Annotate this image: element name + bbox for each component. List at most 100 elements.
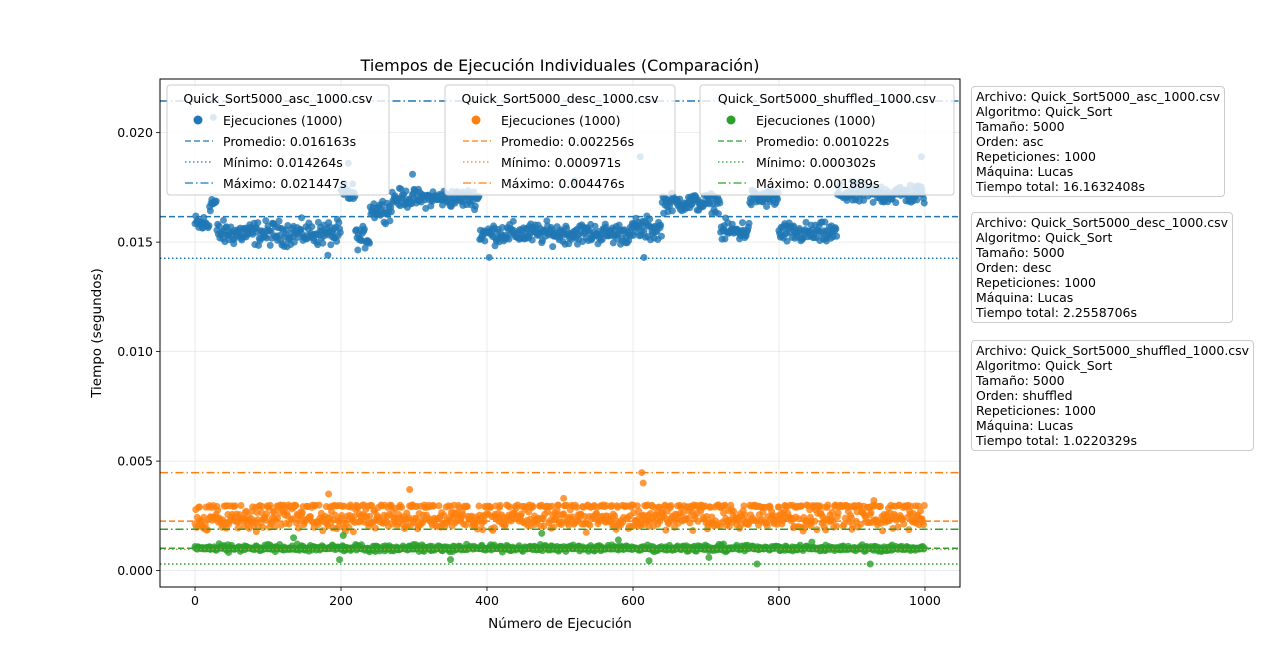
data-point: [308, 223, 316, 231]
data-point: [644, 501, 652, 509]
data-point: [266, 241, 274, 249]
data-point: [730, 507, 738, 515]
data-point: [721, 501, 729, 509]
legend-0: Quick_Sort5000_asc_1000.csv Ejecuciones (…: [166, 84, 390, 196]
data-point: [655, 503, 663, 511]
data-point: [639, 479, 647, 487]
data-point: [319, 239, 327, 247]
data-point: [763, 202, 771, 210]
data-point: [640, 227, 648, 235]
data-point: [386, 217, 394, 225]
data-point: [435, 502, 443, 510]
info-line: Tiempo total: 1.0220329s: [976, 433, 1138, 448]
data-point: [263, 510, 271, 518]
data-point: [529, 503, 537, 511]
data-point: [833, 522, 841, 530]
data-point: [195, 503, 203, 511]
info-line: Máquina: Lucas: [976, 164, 1074, 179]
legend-2: Quick_Sort5000_shuffled_1000.csv Ejecucio…: [699, 84, 955, 196]
data-point: [870, 497, 878, 505]
data-point: [214, 506, 222, 514]
data-point: [538, 529, 546, 537]
data-point: [354, 246, 362, 254]
data-point: [869, 198, 877, 206]
data-point: [266, 501, 274, 509]
data-point: [430, 502, 438, 510]
data-point: [591, 222, 599, 230]
legend-marker: [193, 115, 203, 125]
data-point: [409, 170, 417, 178]
data-point: [331, 511, 339, 519]
x-tick-label: 800: [767, 593, 791, 608]
info-line: Tamaño: 5000: [976, 245, 1065, 260]
legend-entry-dot: Ejecuciones (1000): [223, 113, 343, 128]
data-point: [808, 538, 816, 546]
legend-entry-mean: Promedio: 0.016163s: [223, 134, 356, 149]
data-point: [270, 508, 278, 516]
data-point: [398, 503, 406, 511]
data-point: [498, 224, 506, 232]
data-point: [220, 216, 228, 224]
data-point: [336, 556, 344, 564]
info-line: Archivo: Quick_Sort5000_asc_1000.csv: [976, 89, 1221, 104]
data-point: [231, 502, 239, 510]
data-point: [832, 225, 840, 233]
data-point: [573, 503, 581, 511]
legend-frame: [444, 84, 676, 196]
info-line: Archivo: Quick_Sort5000_desc_1000.csv: [976, 215, 1229, 230]
legends: Quick_Sort5000_asc_1000.csv Ejecuciones (…: [166, 84, 955, 196]
data-point: [387, 208, 395, 216]
x-tick-label: 0: [191, 593, 199, 608]
legend-frame: [166, 84, 390, 196]
info-line: Repeticiones: 1000: [976, 403, 1096, 418]
x-tick-label: 1000: [909, 593, 941, 608]
legend-entry-dot: Ejecuciones (1000): [501, 113, 621, 128]
data-point: [361, 244, 369, 252]
data-point: [900, 520, 908, 528]
data-point: [867, 509, 875, 517]
data-point: [822, 526, 830, 534]
info-line: Orden: asc: [976, 134, 1044, 149]
data-point: [694, 517, 702, 525]
data-point: [920, 199, 928, 207]
data-point: [790, 222, 798, 230]
data-point: [290, 534, 298, 542]
data-point: [703, 512, 711, 520]
data-point: [338, 512, 346, 520]
data-point: [608, 501, 616, 509]
data-point: [324, 251, 332, 259]
info-box-1: Archivo: Quick_Sort5000_desc_1000.csv Alg…: [971, 212, 1234, 323]
legend-entry-min: Mínimo: 0.014264s: [223, 155, 343, 170]
data-point: [866, 560, 874, 568]
data-point: [506, 503, 514, 511]
data-point: [263, 234, 271, 242]
data-point: [481, 237, 489, 245]
data-point: [505, 235, 513, 243]
data-point: [879, 527, 887, 535]
info-line: Orden: desc: [976, 260, 1052, 275]
info-line: Algoritmo: Quick_Sort: [976, 104, 1113, 119]
chart-title: Tiempos de Ejecución Individuales (Compa…: [360, 56, 760, 75]
series-points-1: [191, 469, 928, 536]
info-line: Repeticiones: 1000: [976, 149, 1096, 164]
info-line: Tamaño: 5000: [976, 119, 1065, 134]
data-point: [828, 508, 836, 516]
legend-entry-mean: Promedio: 0.002256s: [501, 134, 634, 149]
data-point: [336, 229, 344, 237]
info-line: Orden: shuffled: [976, 388, 1073, 403]
data-point: [548, 502, 556, 510]
data-point: [783, 237, 791, 245]
data-point: [745, 219, 753, 227]
legend-entry-dot: Ejecuciones (1000): [756, 113, 876, 128]
info-box-2: Archivo: Quick_Sort5000_shuffled_1000.cs…: [971, 340, 1255, 451]
data-point: [475, 502, 483, 510]
data-point: [860, 196, 868, 204]
data-point: [667, 502, 675, 510]
data-point: [614, 536, 622, 544]
legend-entry-min: Mínimo: 0.000302s: [756, 155, 876, 170]
data-point: [327, 241, 335, 249]
data-point: [371, 524, 379, 532]
y-tick-label: 0.000: [117, 563, 153, 578]
info-line: Algoritmo: Quick_Sort: [976, 358, 1113, 373]
